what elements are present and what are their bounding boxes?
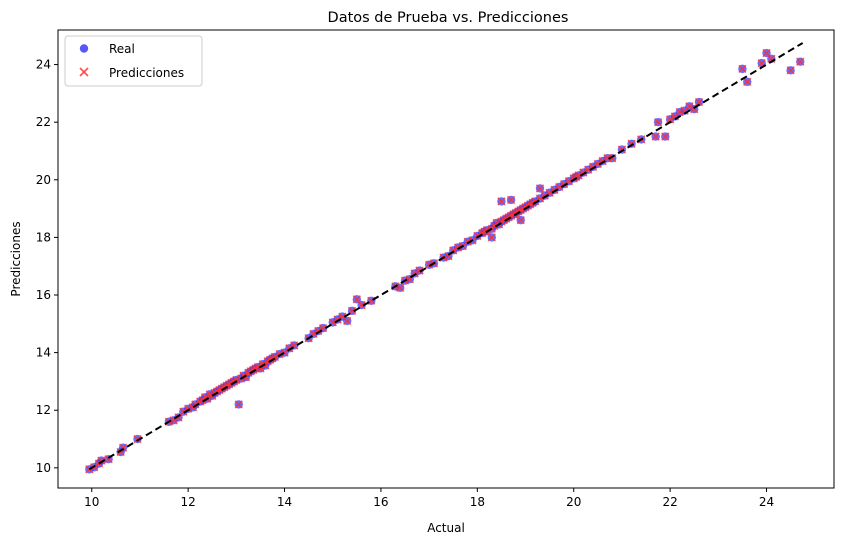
prediccion-point	[396, 283, 405, 292]
y-tick-label: 22	[36, 115, 51, 129]
y-tick-label: 16	[36, 288, 51, 302]
legend-real-label: Real	[109, 42, 135, 56]
x-tick-label: 18	[470, 495, 485, 509]
prediccion-point	[275, 349, 284, 359]
y-tick-label: 20	[36, 173, 51, 187]
prediccion-point	[531, 197, 540, 206]
prediccion-point	[424, 260, 434, 269]
prediccion-point	[653, 118, 663, 127]
prediccion-point	[487, 233, 496, 242]
prediccion-point	[133, 434, 142, 444]
prediccion-point	[191, 400, 200, 409]
prediccion-point	[661, 132, 670, 141]
prediccion-point	[738, 64, 747, 74]
prediccion-point	[473, 231, 482, 241]
prediccion-point	[675, 107, 684, 117]
x-tick-label: 12	[180, 495, 195, 509]
reference-line	[88, 42, 804, 471]
prediccion-point	[234, 400, 243, 409]
prediccion-point	[506, 195, 516, 205]
prediccion-point	[535, 184, 545, 193]
prediccion-point	[415, 266, 424, 275]
prediccion-point	[453, 243, 463, 252]
legend-predicciones-marker	[79, 67, 89, 77]
x-tick-label: 22	[662, 495, 677, 509]
prediccion-point	[343, 316, 352, 326]
x-tick-label: 24	[759, 495, 774, 509]
y-axis-ticks: 10 12 14 16 18 20 22 24	[36, 58, 58, 475]
legend-predicciones-label: Predicciones	[109, 66, 184, 80]
legend: Real Predicciones	[64, 35, 203, 87]
y-tick-label: 12	[36, 403, 51, 417]
prediccion-point	[285, 344, 294, 353]
chart-title: Datos de Prueba vs. Predicciones	[328, 10, 569, 26]
x-tick-label: 10	[84, 495, 99, 509]
x-tick-label: 14	[277, 495, 292, 509]
prediccion-point	[482, 226, 492, 235]
prediccion-point	[786, 66, 795, 75]
x-tick-label: 20	[566, 495, 581, 509]
y-axis-label: Predicciones	[9, 221, 23, 296]
y-tick-label: 14	[36, 346, 51, 360]
legend-real-marker	[79, 44, 89, 53]
prediccion-point	[694, 97, 704, 107]
x-axis-ticks: 10 12 14 16 18 20 22 24	[84, 488, 774, 509]
x-axis-label: Actual	[427, 521, 465, 535]
prediccion-point	[179, 407, 188, 416]
prediccion-point	[743, 77, 752, 87]
prediccion-point	[463, 237, 472, 246]
y-tick-label: 10	[36, 461, 51, 475]
prediccion-point	[651, 132, 660, 141]
y-tick-label: 18	[36, 230, 51, 244]
y-tick-label: 24	[36, 58, 51, 72]
plot-frame	[57, 29, 835, 489]
x-tick-label: 16	[373, 495, 388, 509]
prediccion-point	[516, 215, 525, 225]
prediccion-point	[665, 115, 675, 124]
prediccion-point	[497, 197, 506, 206]
prediccion-point	[685, 102, 694, 111]
legend-box	[64, 35, 203, 87]
prediccion-point	[796, 57, 805, 66]
